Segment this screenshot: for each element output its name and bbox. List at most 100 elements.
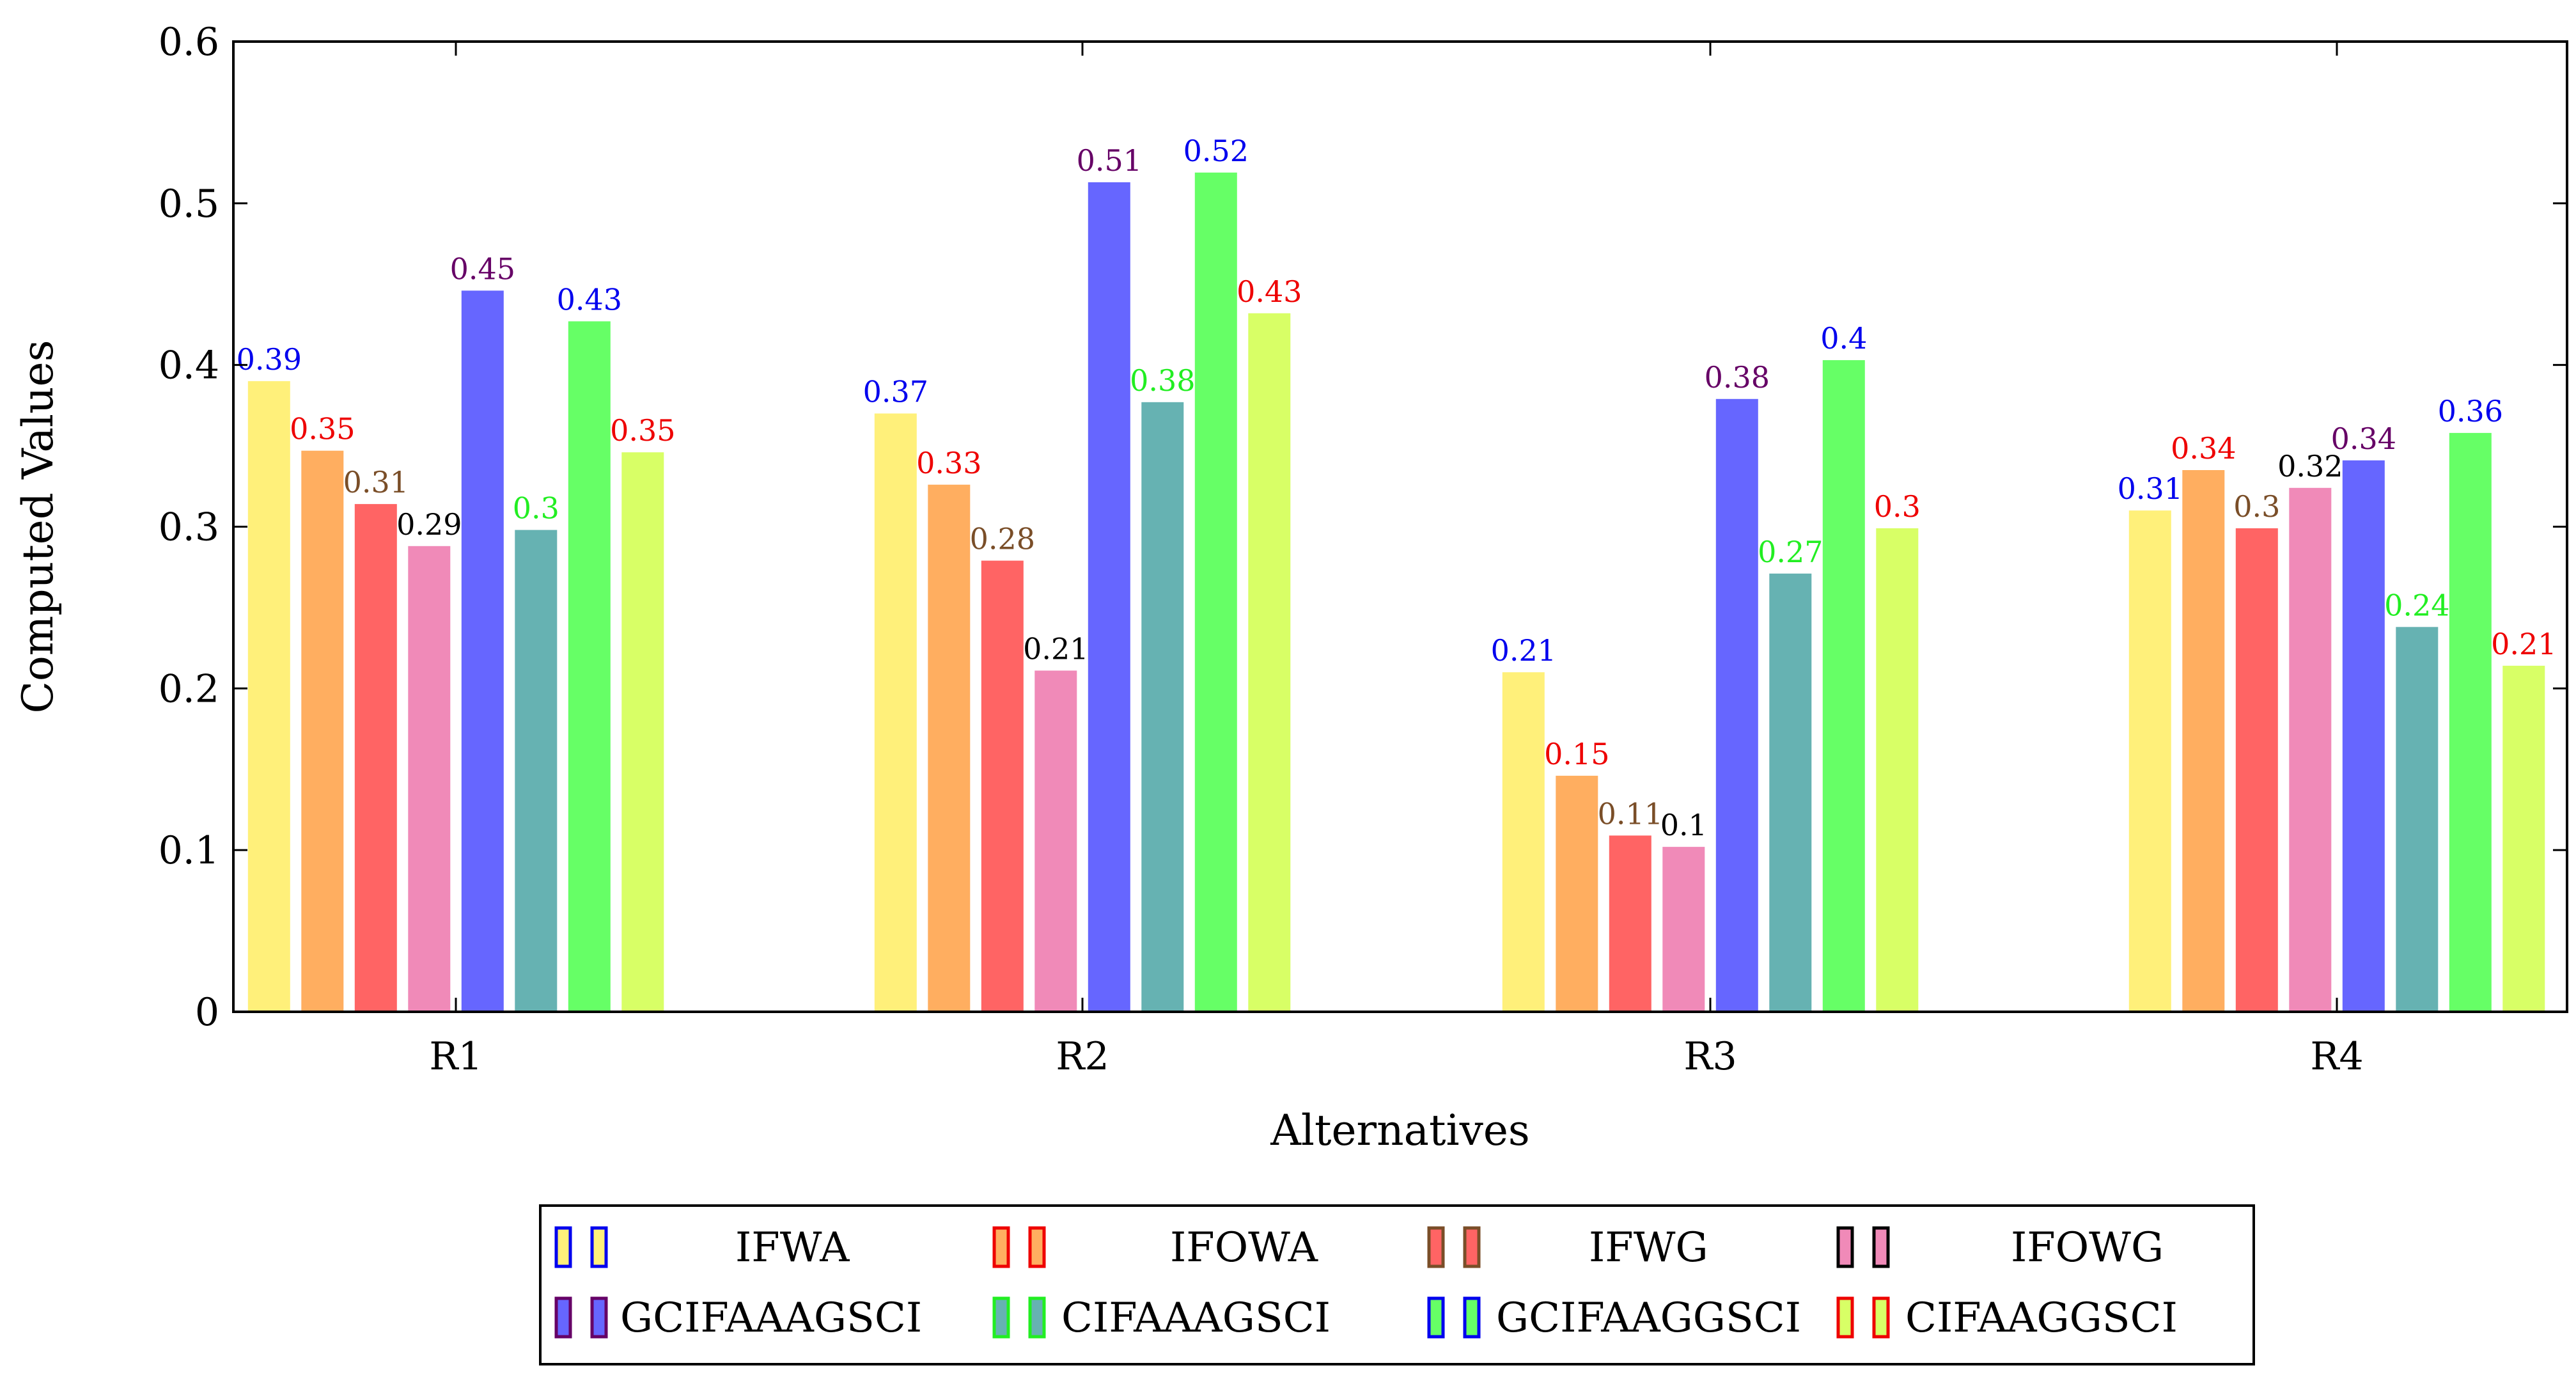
bar-ifowg-r1	[408, 546, 451, 1012]
y-tick-label: 0.5	[159, 182, 219, 226]
legend-label-ifwa: IFWA	[735, 1224, 850, 1271]
bar-label-cifaaggsci-r1: 0.35	[610, 413, 675, 448]
legend-swatch	[590, 1296, 608, 1339]
bar-ifwa-r4	[2128, 510, 2171, 1012]
bar-ifowg-r4	[2289, 487, 2332, 1012]
y-axis-title: Computed Values	[13, 340, 63, 714]
bars-layer	[247, 172, 2545, 1012]
bar-ifowg-r3	[1662, 847, 1705, 1012]
legend-swatch	[992, 1226, 1010, 1268]
legend-swatch	[1836, 1296, 1854, 1339]
bar-label-gcifaaagsci-r2: 0.51	[1077, 143, 1142, 178]
legend-swatch	[590, 1226, 608, 1268]
y-tick-label: 0.6	[159, 20, 219, 65]
bar-label-ifowg-r4: 0.32	[2277, 449, 2343, 484]
bar-label-ifwa-r3: 0.21	[1491, 633, 1556, 668]
bar-ifowa-r3	[1556, 775, 1598, 1012]
bar-gcifaaagsci-r1	[461, 290, 504, 1012]
bar-label-gcifaaggsci-r2: 0.52	[1183, 134, 1249, 168]
bar-label-cifaaggsci-r4: 0.21	[2491, 627, 2556, 661]
bar-label-cifaaagsci-r3: 0.27	[1758, 535, 1823, 569]
bar-label-ifowa-r2: 0.33	[916, 446, 981, 480]
bar-label-ifwa-r1: 0.39	[237, 342, 302, 377]
x-tick-label-r1: R1	[429, 1034, 482, 1079]
bar-label-ifowg-r2: 0.21	[1023, 632, 1088, 666]
bar-label-ifwg-r1: 0.31	[343, 465, 409, 500]
bar-label-cifaaagsci-r4: 0.24	[2384, 588, 2449, 622]
bar-gcifaaagsci-r3	[1715, 398, 1758, 1012]
legend-label-cifaaggsci: CIFAAGGSCI	[1905, 1294, 2178, 1342]
bar-cifaaggsci-r4	[2502, 665, 2545, 1012]
bar-cifaaggsci-r2	[1248, 313, 1291, 1012]
bar-gcifaaggsci-r3	[1822, 360, 1865, 1012]
bar-ifowa-r4	[2182, 470, 2225, 1012]
bar-label-gcifaaagsci-r3: 0.38	[1705, 360, 1770, 395]
bar-gcifaaggsci-r2	[1194, 172, 1237, 1012]
bar-label-gcifaaagsci-r4: 0.34	[2331, 421, 2396, 456]
bar-gcifaaggsci-r4	[2449, 432, 2492, 1012]
bar-cifaaggsci-r1	[621, 452, 664, 1012]
bar-label-cifaaagsci-r1: 0.3	[513, 491, 559, 526]
bar-cifaaagsci-r3	[1769, 573, 1812, 1012]
legend-swatch	[1028, 1226, 1046, 1268]
y-tick-label: 0.1	[159, 828, 219, 873]
bar-cifaaagsci-r2	[1141, 402, 1184, 1012]
bar-ifwa-r3	[1502, 672, 1545, 1012]
y-tick-label: 0.3	[159, 505, 219, 550]
bar-label-ifwg-r4: 0.3	[2233, 489, 2280, 524]
legend: IFWA IFOWA IFWG IFOWG GCIFAAAGSCI CIFAAAGSCI G…	[539, 1204, 2255, 1365]
bar-ifowa-r2	[928, 484, 971, 1012]
legend-label-gcifaaagsci: GCIFAAAGSCI	[620, 1294, 922, 1342]
legend-swatch	[1872, 1226, 1890, 1268]
bar-label-gcifaaggsci-r1: 0.43	[557, 282, 622, 317]
bar-cifaaagsci-r4	[2396, 627, 2439, 1012]
x-tick-label-r2: R2	[1056, 1034, 1109, 1079]
bar-label-ifowa-r3: 0.15	[1544, 737, 1609, 771]
bar-gcifaaagsci-r4	[2342, 460, 2385, 1012]
legend-swatch	[1872, 1296, 1890, 1339]
legend-swatch	[1836, 1226, 1854, 1268]
bar-label-ifowg-r3: 0.1	[1660, 808, 1707, 842]
bar-ifwg-r2	[981, 560, 1024, 1012]
axis-ticks: 0 0.1 0.2 0.3 0.4 0.5 0.6 R1 R2 R3 R4	[159, 20, 2567, 1079]
bar-ifwg-r4	[2235, 528, 2278, 1012]
bar-label-cifaaggsci-r3: 0.3	[1874, 489, 1921, 524]
bar-label-gcifaaggsci-r3: 0.4	[1820, 321, 1867, 356]
bar-label-ifowg-r1: 0.29	[396, 507, 462, 542]
legend-label-cifaaagsci: CIFAAAGSCI	[1061, 1294, 1331, 1342]
bar-ifwg-r3	[1609, 835, 1651, 1012]
bar-gcifaaagsci-r2	[1088, 182, 1130, 1012]
legend-swatch	[1427, 1226, 1445, 1268]
legend-label-ifowg: IFOWG	[2011, 1224, 2164, 1271]
bar-label-ifowa-r4: 0.34	[2171, 431, 2236, 466]
legend-label-ifowa: IFOWA	[1170, 1224, 1318, 1271]
legend-swatch	[554, 1296, 572, 1339]
bar-cifaaggsci-r3	[1876, 528, 1919, 1012]
bar-label-gcifaaagsci-r1: 0.45	[450, 251, 515, 286]
legend-swatch	[1028, 1296, 1046, 1339]
y-tick-label: 0.4	[159, 343, 219, 388]
x-axis-title: Alternatives	[1270, 1106, 1530, 1155]
bar-label-ifowa-r1: 0.35	[290, 412, 355, 446]
legend-label-ifwg: IFWG	[1589, 1224, 1708, 1271]
bar-ifwa-r1	[247, 381, 290, 1012]
legend-label-gcifaaggsci: GCIFAAGGSCI	[1496, 1294, 1801, 1342]
bar-ifowg-r2	[1034, 670, 1077, 1012]
bar-label-ifwa-r4: 0.31	[2118, 471, 2183, 506]
legend-swatch	[554, 1226, 572, 1268]
bar-ifowa-r1	[301, 450, 344, 1012]
legend-box	[539, 1204, 2255, 1365]
x-tick-label-r3: R3	[1683, 1034, 1737, 1079]
bar-label-cifaaagsci-r2: 0.38	[1130, 363, 1195, 398]
bar-label-ifwg-r2: 0.28	[970, 522, 1035, 556]
legend-swatch	[1463, 1296, 1481, 1339]
legend-swatch	[1427, 1296, 1445, 1339]
bar-gcifaaggsci-r1	[568, 321, 611, 1012]
bar-label-cifaaggsci-r2: 0.43	[1237, 274, 1302, 309]
legend-swatch	[1463, 1226, 1481, 1268]
bar-ifwa-r2	[874, 413, 917, 1012]
bar-ifwg-r1	[354, 504, 397, 1012]
x-tick-label-r4: R4	[2310, 1034, 2363, 1079]
y-tick-label: 0	[195, 990, 219, 1035]
